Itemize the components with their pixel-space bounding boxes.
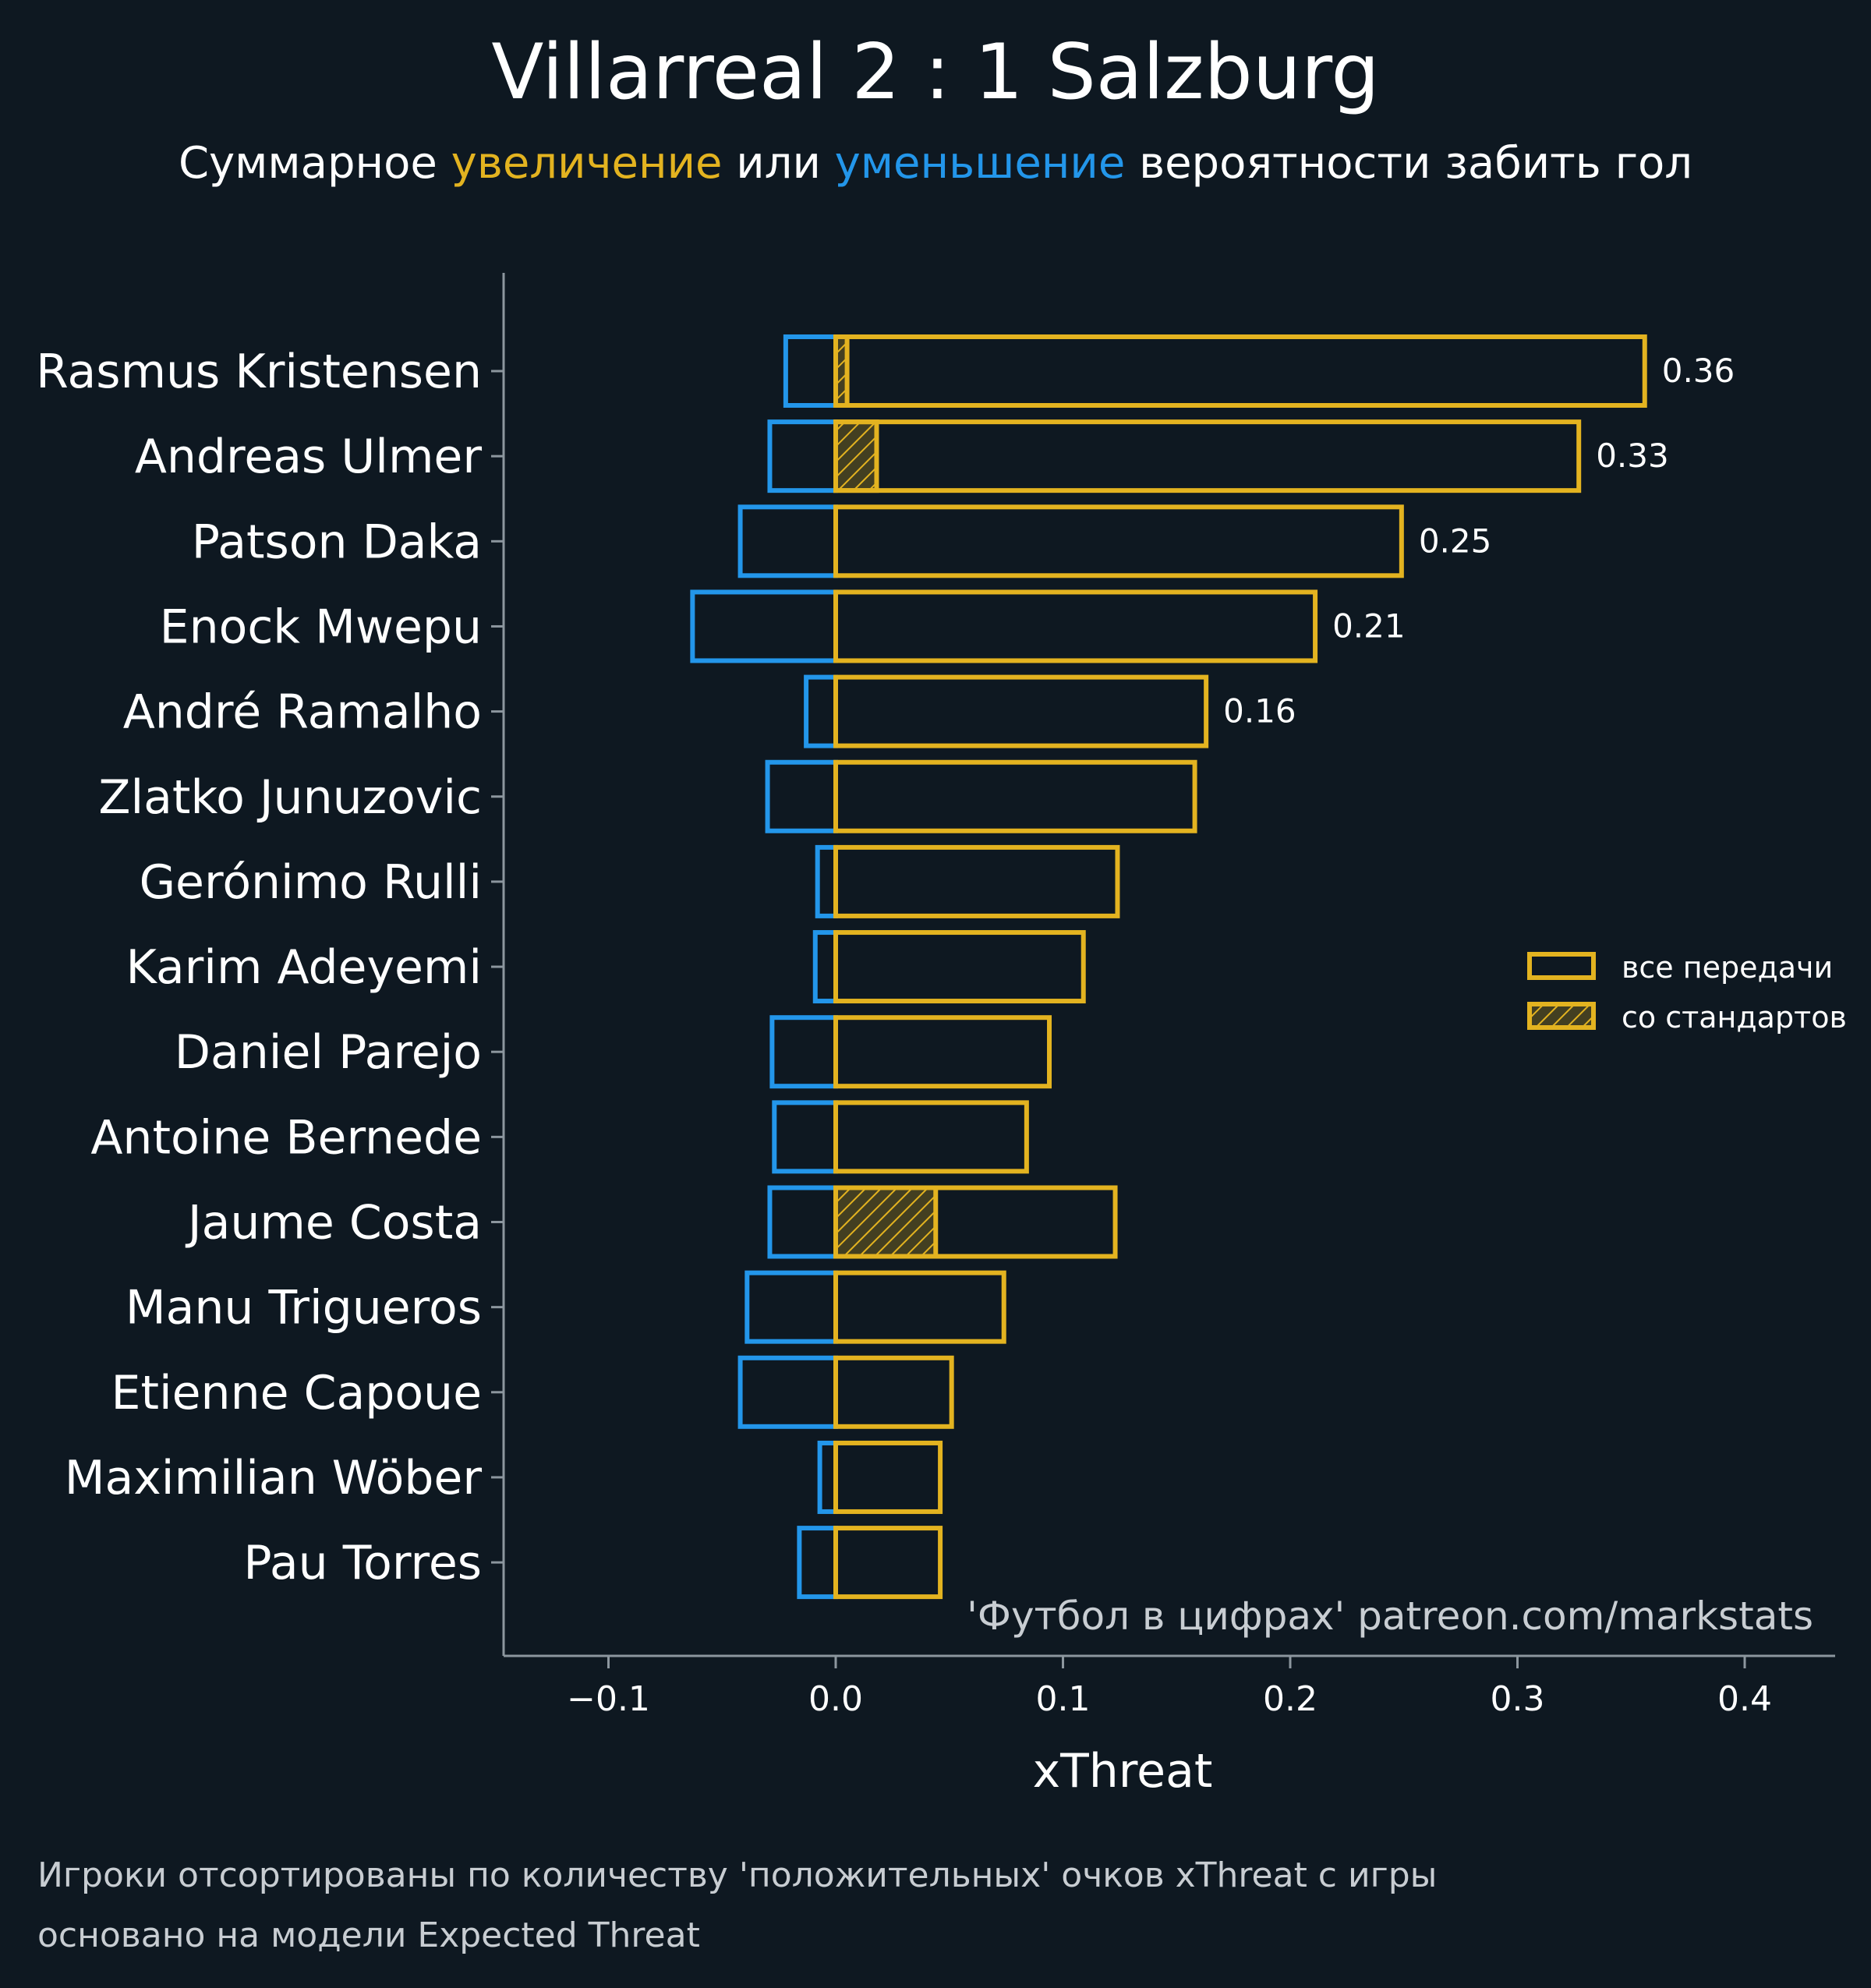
subtitle-part1: Суммарное — [179, 138, 451, 189]
subtitle-part3: вероятности забить гол — [1125, 138, 1692, 189]
positive-bar — [833, 674, 1209, 748]
x-tick-label: −0.1 — [567, 1679, 650, 1719]
y-tick-label: Enock Mwepu — [160, 600, 482, 654]
x-tick-label: 0.3 — [1491, 1679, 1545, 1719]
positive-bar — [833, 419, 1582, 493]
negative-bar — [812, 930, 839, 1004]
negative-bar — [815, 844, 839, 918]
set-piece-bar — [833, 1185, 939, 1259]
axes: Rasmus Kristensen Andreas Ulmer Patson Dak… — [36, 273, 1835, 1719]
y-tick-label: Rasmus Kristensen — [36, 345, 482, 399]
subtitle-part2: или — [722, 138, 834, 189]
value-label: 0.25 — [1419, 522, 1492, 560]
subtitle-decrease-word: уменьшение — [835, 138, 1126, 189]
footnote-line-2: основано на модели Expected Threat — [37, 1915, 700, 1955]
y-tick-label: Etienne Capoue — [111, 1366, 482, 1420]
legend-swatch-all-passes — [1527, 952, 1596, 980]
negative-bar — [772, 1100, 838, 1174]
y-tick-label: Andreas Ulmer — [135, 430, 482, 484]
positive-bar — [833, 1015, 1052, 1089]
negative-bar — [767, 1185, 839, 1259]
y-tick-label: Gerónimo Rulli — [140, 855, 482, 910]
negative-bar — [797, 1526, 838, 1600]
chart-subtitle: Суммарное увеличение или уменьшение веро… — [179, 138, 1692, 189]
positive-bar — [833, 1440, 943, 1514]
negative-bar — [767, 419, 839, 493]
y-tick-label: André Ramalho — [123, 685, 482, 740]
y-tick-label: Patson Daka — [192, 515, 482, 569]
positive-bar — [833, 334, 1647, 408]
watermark: 'Футбол в цифрах' patreon.com/markstats — [967, 1594, 1813, 1639]
negative-bar — [765, 759, 838, 833]
positive-bar — [833, 589, 1318, 663]
chart-title: Villarreal 2 : 1 Salzburg — [491, 28, 1379, 117]
legend: все передачи со стандартов — [1527, 950, 1847, 1035]
value-label: 0.16 — [1223, 692, 1296, 730]
negative-bar — [737, 504, 839, 578]
x-tick-label: 0.0 — [808, 1679, 863, 1719]
positive-bar — [833, 844, 1120, 918]
positive-bar — [833, 1270, 1006, 1344]
positive-bar — [833, 1526, 943, 1600]
y-tick-label: Manu Trigueros — [126, 1281, 482, 1335]
bars-layer: 0.36 0.33 0.25 0.21 0.16 — [690, 334, 1735, 1600]
value-label: 0.33 — [1596, 437, 1669, 475]
footnote-line-1: Игроки отсортированы по количеству 'поло… — [37, 1855, 1437, 1895]
set-piece-bar — [833, 334, 850, 408]
y-tick-label: Karim Adeyemi — [126, 940, 482, 995]
negative-bar — [737, 1355, 839, 1429]
positive-bar — [833, 759, 1197, 833]
set-piece-bar — [833, 419, 879, 493]
y-tick-label: Antoine Bernede — [90, 1110, 482, 1165]
y-tick-label: Daniel Parejo — [175, 1025, 482, 1080]
y-tick-label: Zlatko Junuzovic — [98, 770, 482, 825]
negative-bar — [804, 674, 838, 748]
negative-bar — [690, 589, 838, 663]
x-axis-label: xThreat — [1033, 1744, 1213, 1799]
negative-bar — [769, 1015, 839, 1089]
legend-label-set-pieces: со стандартов — [1622, 1000, 1847, 1035]
x-tick-label: 0.4 — [1717, 1679, 1772, 1719]
x-tick-label: 0.2 — [1263, 1679, 1317, 1719]
subtitle-increase-word: увеличение — [451, 138, 723, 189]
y-tick-label: Jaume Costa — [185, 1196, 482, 1250]
positive-bar — [833, 930, 1086, 1004]
legend-label-all-passes: все передачи — [1622, 950, 1833, 985]
legend-swatch-set-pieces — [1527, 1002, 1596, 1030]
y-tick-label: Pau Torres — [243, 1536, 482, 1590]
positive-bar — [833, 1100, 1029, 1174]
negative-bar — [745, 1270, 838, 1344]
x-tick-label: 0.1 — [1036, 1679, 1091, 1719]
y-tick-label: Maximilian Wöber — [65, 1451, 483, 1505]
negative-bar — [783, 334, 838, 408]
positive-bar — [833, 504, 1404, 578]
positive-bar — [833, 1355, 954, 1429]
value-label: 0.21 — [1332, 607, 1406, 645]
negative-bar — [817, 1440, 838, 1514]
value-label: 0.36 — [1662, 352, 1735, 390]
